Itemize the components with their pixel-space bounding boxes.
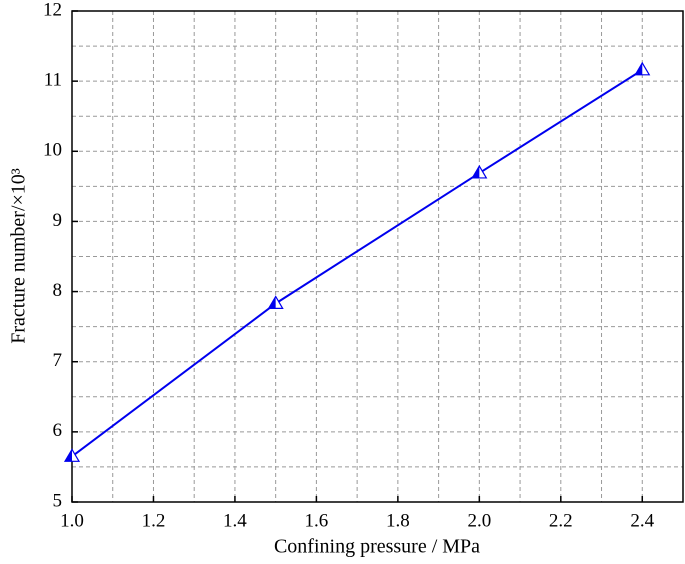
x-tick-label: 1.6 [305,510,329,531]
y-tick-label: 9 [53,210,63,231]
marker [471,164,488,179]
x-tick-label: 1.2 [142,510,166,531]
x-tick-label: 1.0 [60,510,84,531]
y-tick-label: 10 [43,140,62,161]
y-axis-title: Fracture number/×10³ [8,168,30,344]
plot-frame [71,10,684,503]
x-tick-label: 1.8 [386,510,410,531]
marker [634,61,651,76]
marker-fill [472,166,480,178]
x-axis-title: Confining pressure / MPa [274,536,480,558]
marker [267,295,284,309]
marker [63,448,81,462]
x-tick-label: 1.4 [223,510,247,531]
marker-fill [65,449,72,462]
y-tick-label: 5 [53,490,63,511]
x-tick-label: 2.2 [549,510,573,531]
y-tick-label: 6 [53,420,63,441]
y-tick-label: 8 [53,280,63,301]
marker-fill [268,296,276,309]
marker-fill [635,62,643,75]
y-tick-label: 7 [53,350,63,371]
y-tick-label: 11 [44,70,62,91]
series-line [71,69,643,458]
y-tick-label: 12 [43,0,62,20]
x-tick-label: 2.0 [467,510,491,531]
x-tick-label: 2.4 [630,510,654,531]
